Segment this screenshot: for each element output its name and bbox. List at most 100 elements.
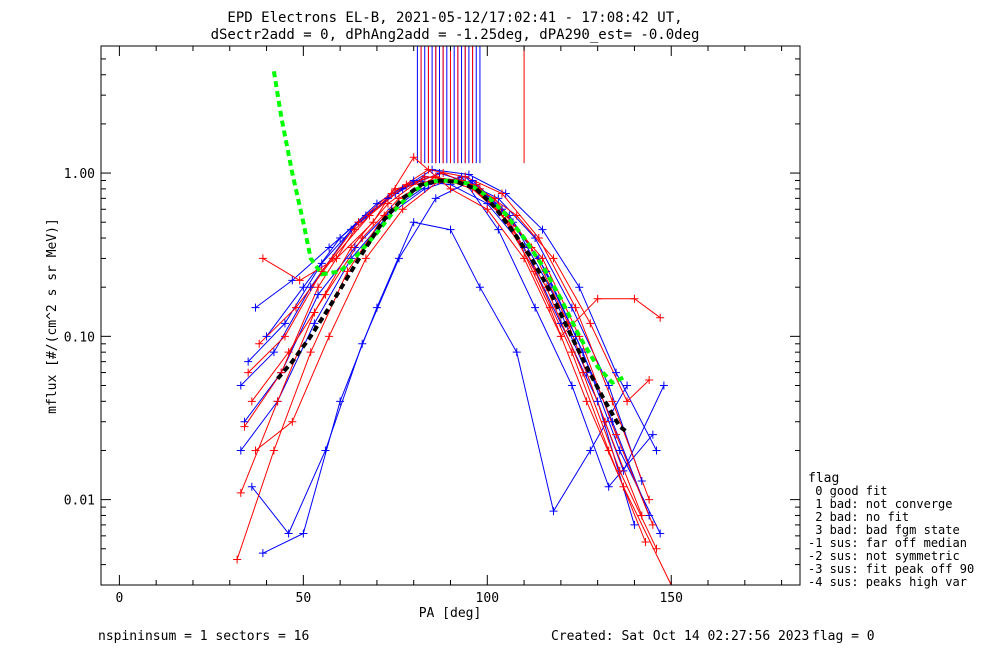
y-tick-label: 1.00 — [64, 167, 95, 182]
plus-marker-red — [645, 495, 654, 504]
plus-marker-red — [306, 348, 315, 357]
plus-marker-blue — [420, 184, 429, 193]
plus-marker-red — [652, 544, 661, 553]
plus-marker-red — [623, 397, 632, 406]
plus-marker-blue — [659, 381, 668, 390]
plus-marker-blue — [394, 254, 403, 263]
plus-marker-blue — [314, 290, 323, 299]
plus-marker-red — [586, 319, 595, 328]
plus-marker-blue — [306, 283, 315, 292]
plus-marker-blue — [398, 184, 407, 193]
x-axis-label: PA [deg] — [419, 606, 482, 621]
plus-marker-red — [391, 184, 400, 193]
plus-marker-red — [409, 153, 418, 162]
series-line-blue — [240, 176, 643, 482]
plus-marker-blue — [586, 446, 595, 455]
plus-marker-red — [578, 368, 587, 377]
data-markers — [233, 153, 676, 585]
legend-item: 2 bad: no fit — [808, 510, 909, 524]
chart-title: EPD Electrons EL-B, 2021-05-12/17:02:41 … — [227, 10, 682, 26]
plus-marker-red — [648, 520, 657, 529]
plus-marker-blue — [284, 529, 293, 538]
series-line-red — [236, 179, 643, 560]
plus-marker-red — [398, 205, 407, 214]
plus-marker-blue — [336, 397, 345, 406]
axes: 0 50 100 150 0.01 0.10 1.00 — [64, 45, 800, 606]
plus-marker-red — [358, 234, 367, 243]
plus-marker-red — [645, 376, 654, 385]
plus-marker-red — [369, 218, 378, 227]
plus-marker-blue — [575, 283, 584, 292]
plus-marker-blue — [236, 381, 245, 390]
y-axis-label: mflux [#/(cm^2 s sr MeV)] — [45, 218, 60, 414]
plus-marker-blue — [656, 529, 665, 538]
plus-marker-red — [608, 397, 617, 406]
plus-marker-red — [354, 218, 363, 227]
plus-marker-red — [556, 332, 565, 341]
plus-marker-blue — [648, 430, 657, 439]
fit-curve-black — [276, 178, 629, 434]
footer-created: Created: Sat Oct 14 02:27:56 2023 — [551, 629, 809, 644]
plus-marker-red — [571, 303, 580, 312]
plus-marker-red — [255, 339, 264, 348]
plus-marker-red — [365, 211, 374, 220]
plus-marker-blue — [615, 446, 624, 455]
legend-item: -4 sus: peaks high var — [808, 575, 967, 589]
plus-marker-red — [325, 332, 334, 341]
plus-marker-red — [439, 169, 448, 178]
plus-marker-blue — [321, 446, 330, 455]
plus-marker-blue — [251, 303, 260, 312]
plus-marker-red — [387, 189, 396, 198]
plus-marker-red — [619, 482, 628, 491]
fit-curves — [271, 70, 629, 434]
plus-marker-blue — [409, 176, 418, 185]
plus-marker-red — [383, 199, 392, 208]
plus-marker-blue — [549, 507, 558, 516]
plus-marker-blue — [258, 549, 267, 558]
plus-marker-red — [446, 184, 455, 193]
plus-marker-blue — [538, 225, 547, 234]
plus-marker-blue — [409, 218, 418, 227]
plus-marker-red — [350, 225, 359, 234]
chart-subtitle: dSectr2add = 0, dPhAng2add = -1.25deg, d… — [211, 27, 700, 43]
plus-marker-red — [612, 430, 621, 439]
plus-marker-red — [258, 254, 267, 263]
plus-marker-red — [288, 417, 297, 426]
plus-marker-blue — [494, 225, 503, 234]
plus-marker-blue — [512, 348, 521, 357]
vertical-marks — [416, 46, 525, 164]
plus-marker-blue — [623, 381, 632, 390]
plus-marker-red — [280, 332, 289, 341]
legend-title: flag — [808, 471, 839, 486]
plus-marker-red — [567, 348, 576, 357]
plus-marker-blue — [604, 482, 613, 491]
plus-marker-red — [538, 254, 547, 263]
plus-marker-blue — [446, 225, 455, 234]
plus-marker-blue — [468, 176, 477, 185]
plus-marker-blue — [475, 283, 484, 292]
plus-marker-blue — [269, 348, 278, 357]
plus-marker-blue — [358, 339, 367, 348]
legend-item: 3 bad: bad fgm state — [808, 523, 960, 537]
plus-marker-red — [310, 308, 319, 317]
plus-marker-red — [630, 294, 639, 303]
plus-marker-red — [424, 165, 433, 174]
plus-marker-blue — [299, 283, 308, 292]
plus-marker-red — [615, 466, 624, 475]
plus-marker-blue — [336, 234, 345, 243]
plus-marker-red — [656, 313, 665, 322]
plus-marker-red — [284, 348, 293, 357]
plus-marker-red — [534, 234, 543, 243]
x-tick-label: 0 — [115, 591, 123, 606]
y-tick-label: 0.01 — [64, 494, 95, 509]
plus-marker-red — [244, 368, 253, 377]
plus-marker-red — [498, 189, 507, 198]
plus-marker-blue — [604, 381, 613, 390]
legend-item: -1 sus: far off median — [808, 536, 967, 550]
y-tick-label: 0.10 — [64, 330, 95, 345]
plus-marker-red — [402, 180, 411, 189]
plus-marker-blue — [630, 520, 639, 529]
flag-legend: flag 0 good fit 1 bad: not converge 2 ba… — [808, 471, 974, 589]
plus-marker-blue — [288, 276, 297, 285]
